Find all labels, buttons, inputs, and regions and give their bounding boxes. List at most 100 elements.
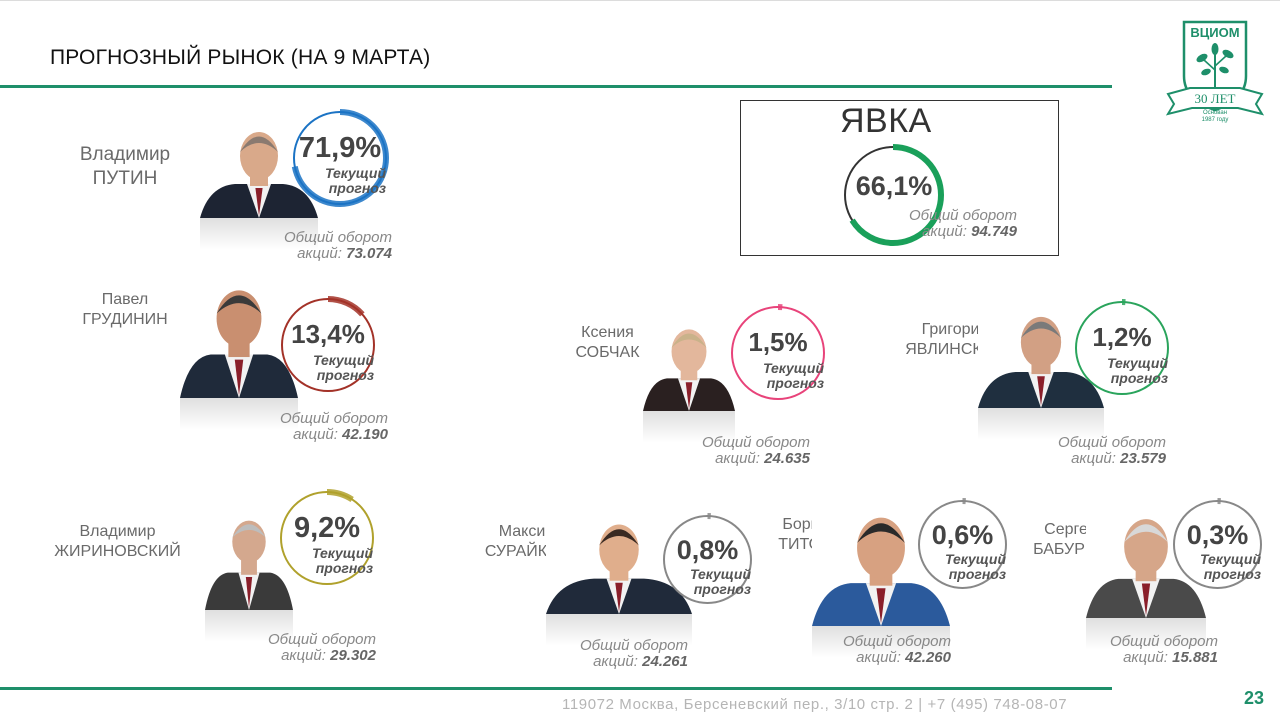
forecast-percent: 1,5% (748, 327, 808, 357)
turnover-line2: акций: (593, 653, 638, 671)
forecast-ring (290, 108, 390, 208)
turnover-line1: Общий оборот (283, 229, 392, 246)
forecast-label-line2: прогноз (1110, 369, 1168, 386)
candidate-first-name: Ксения (581, 324, 634, 341)
turnover-line2: акций: (293, 426, 338, 444)
share-turnover: Общий оборот акций: 73.074 (236, 229, 392, 263)
photo-reflection (1086, 618, 1206, 650)
forecast-label-line2: прогноз (328, 179, 386, 196)
turnover-line2: акций: (297, 245, 342, 263)
forecast-label-line1: Текущий (312, 352, 374, 368)
candidate-name: Владимир ПУТИН (50, 143, 200, 191)
share-turnover: Общий оборот акций: 15.881 (1060, 633, 1218, 667)
turnover-value: 24.261 (642, 653, 688, 671)
candidate-last-name: ГРУДИНИН (82, 311, 168, 328)
forecast-label-line2: прогноз (316, 366, 374, 383)
candidate-first-name: Владимир (79, 144, 171, 165)
candidate-photo (180, 270, 298, 398)
top-thin-line (0, 0, 1280, 1)
forecast-ring (278, 295, 378, 395)
turnout-panel (740, 100, 1059, 256)
turnover-line1: Общий оборот (1109, 633, 1218, 650)
forecast-ring-arc (661, 513, 754, 606)
forecast-ring-arc (1171, 498, 1264, 591)
turnover-value: 94.749 (971, 223, 1017, 241)
forecast-label: Текущий прогноз (660, 567, 751, 596)
forecast-label: Текущий прогноз (728, 361, 824, 390)
forecast-label-line1: Текущий (689, 566, 751, 583)
forecast-percent: 13,4% (291, 319, 365, 349)
candidate-last-name: СОБЧАК (575, 344, 640, 361)
forecast-ring-arc (1073, 299, 1171, 397)
photo-reflection (180, 398, 298, 430)
forecast-label: Текущий прогноз (1170, 552, 1261, 581)
candidate-first-name: Григорий (921, 321, 989, 338)
forecast-label-line2: прогноз (693, 580, 751, 597)
turnover-value: 23.579 (1120, 450, 1166, 468)
turnover-line1: Общий оборот (842, 633, 951, 650)
turnout-title: ЯВКА (840, 102, 932, 140)
forecast-label: Текущий прогноз (915, 552, 1006, 581)
turnover-value: 42.260 (905, 649, 951, 667)
turnover-line2: акций: (922, 223, 967, 241)
forecast-ring (1170, 497, 1265, 592)
turnover-line1: Общий оборот (279, 410, 388, 427)
svg-text:Основан: Основан (1203, 110, 1227, 116)
candidate-name: Павел ГРУДИНИН (50, 290, 200, 330)
share-turnover: Общий оборот акций: 42.260 (793, 633, 951, 667)
turnover-line2: акций: (856, 649, 901, 667)
forecast-percent: 0,6% (931, 519, 994, 550)
candidate-first-name: Павел (101, 291, 149, 308)
footer-address: 119072 Москва, Берсеневский пер., 3/10 с… (562, 696, 1068, 713)
candidate-first-name: Максим (498, 523, 557, 540)
turnout-percent: 66,1% (855, 171, 933, 201)
forecast-label-line1: Текущий (1199, 551, 1261, 568)
turnover-line2: акций: (1123, 649, 1168, 667)
share-turnover: Общий оборот акций: 24.635 (652, 434, 810, 468)
forecast-label-line1: Текущий (324, 165, 386, 181)
turnover-line2: акций: (715, 450, 760, 468)
forecast-percent: 0,8% (676, 534, 739, 565)
photo-reflection (200, 218, 318, 250)
forecast-ring (277, 488, 377, 588)
candidate-last-name: ПУТИН (92, 167, 158, 189)
forecast-percent: 0,3% (1186, 519, 1249, 550)
turnover-line1: Общий оборот (267, 631, 376, 648)
turnover-line1: Общий оборот (579, 637, 688, 654)
forecast-ring (1072, 298, 1172, 398)
forecast-label-line2: прогноз (766, 374, 824, 391)
forecast-ring-arc (291, 109, 389, 207)
photo-reflection (978, 408, 1104, 440)
forecast-label-line2: прогноз (948, 565, 1006, 582)
forecast-ring-arc (729, 304, 827, 402)
forecast-ring-arc (279, 296, 377, 394)
forecast-label-line1: Текущий (1106, 355, 1168, 371)
photo-reflection (205, 610, 293, 642)
candidate-name: Ксения СОБЧАК (535, 323, 680, 363)
turnover-line1: Общий оборот (701, 434, 810, 451)
turnover-line1: Общий оборот (1057, 434, 1166, 451)
turnover-value: 15.881 (1172, 649, 1218, 667)
svg-text:30 ЛЕТ: 30 ЛЕТ (1195, 91, 1236, 106)
candidate-name: Владимир ЖИРИНОВСКИЙ (40, 522, 195, 562)
photo-reflection (812, 626, 950, 658)
page-title: ПРОГНОЗНЫЙ РЫНОК (НА 9 МАРТА) (50, 46, 431, 69)
candidate-first-name: Сергей (1044, 521, 1097, 538)
share-turnover: Общий оборот акций: 42.190 (232, 410, 388, 444)
forecast-percent: 9,2% (293, 512, 361, 544)
forecast-ring-arc (278, 489, 376, 587)
forecast-percent: 71,9% (298, 132, 382, 164)
candidate-last-name: ЖИРИНОВСКИЙ (54, 543, 181, 560)
forecast-label: Текущий прогноз (290, 166, 386, 195)
vciom-logo: ВЦИОМ 30 ЛЕТ Основан 1987 году (1160, 18, 1270, 123)
forecast-label: Текущий прогноз (1072, 356, 1168, 385)
photo-reflection (643, 411, 735, 443)
candidate-photo (643, 315, 735, 411)
footer-divider (0, 687, 1112, 690)
candidate-photo (205, 500, 293, 610)
candidate-first-name: Владимир (79, 523, 156, 540)
turnover-value: 73.074 (346, 245, 392, 263)
turnout-turnover: Общий оборот акций: 94.749 (860, 207, 1017, 241)
forecast-label-line2: прогноз (315, 559, 373, 576)
forecast-label-line1: Текущий (944, 551, 1006, 568)
